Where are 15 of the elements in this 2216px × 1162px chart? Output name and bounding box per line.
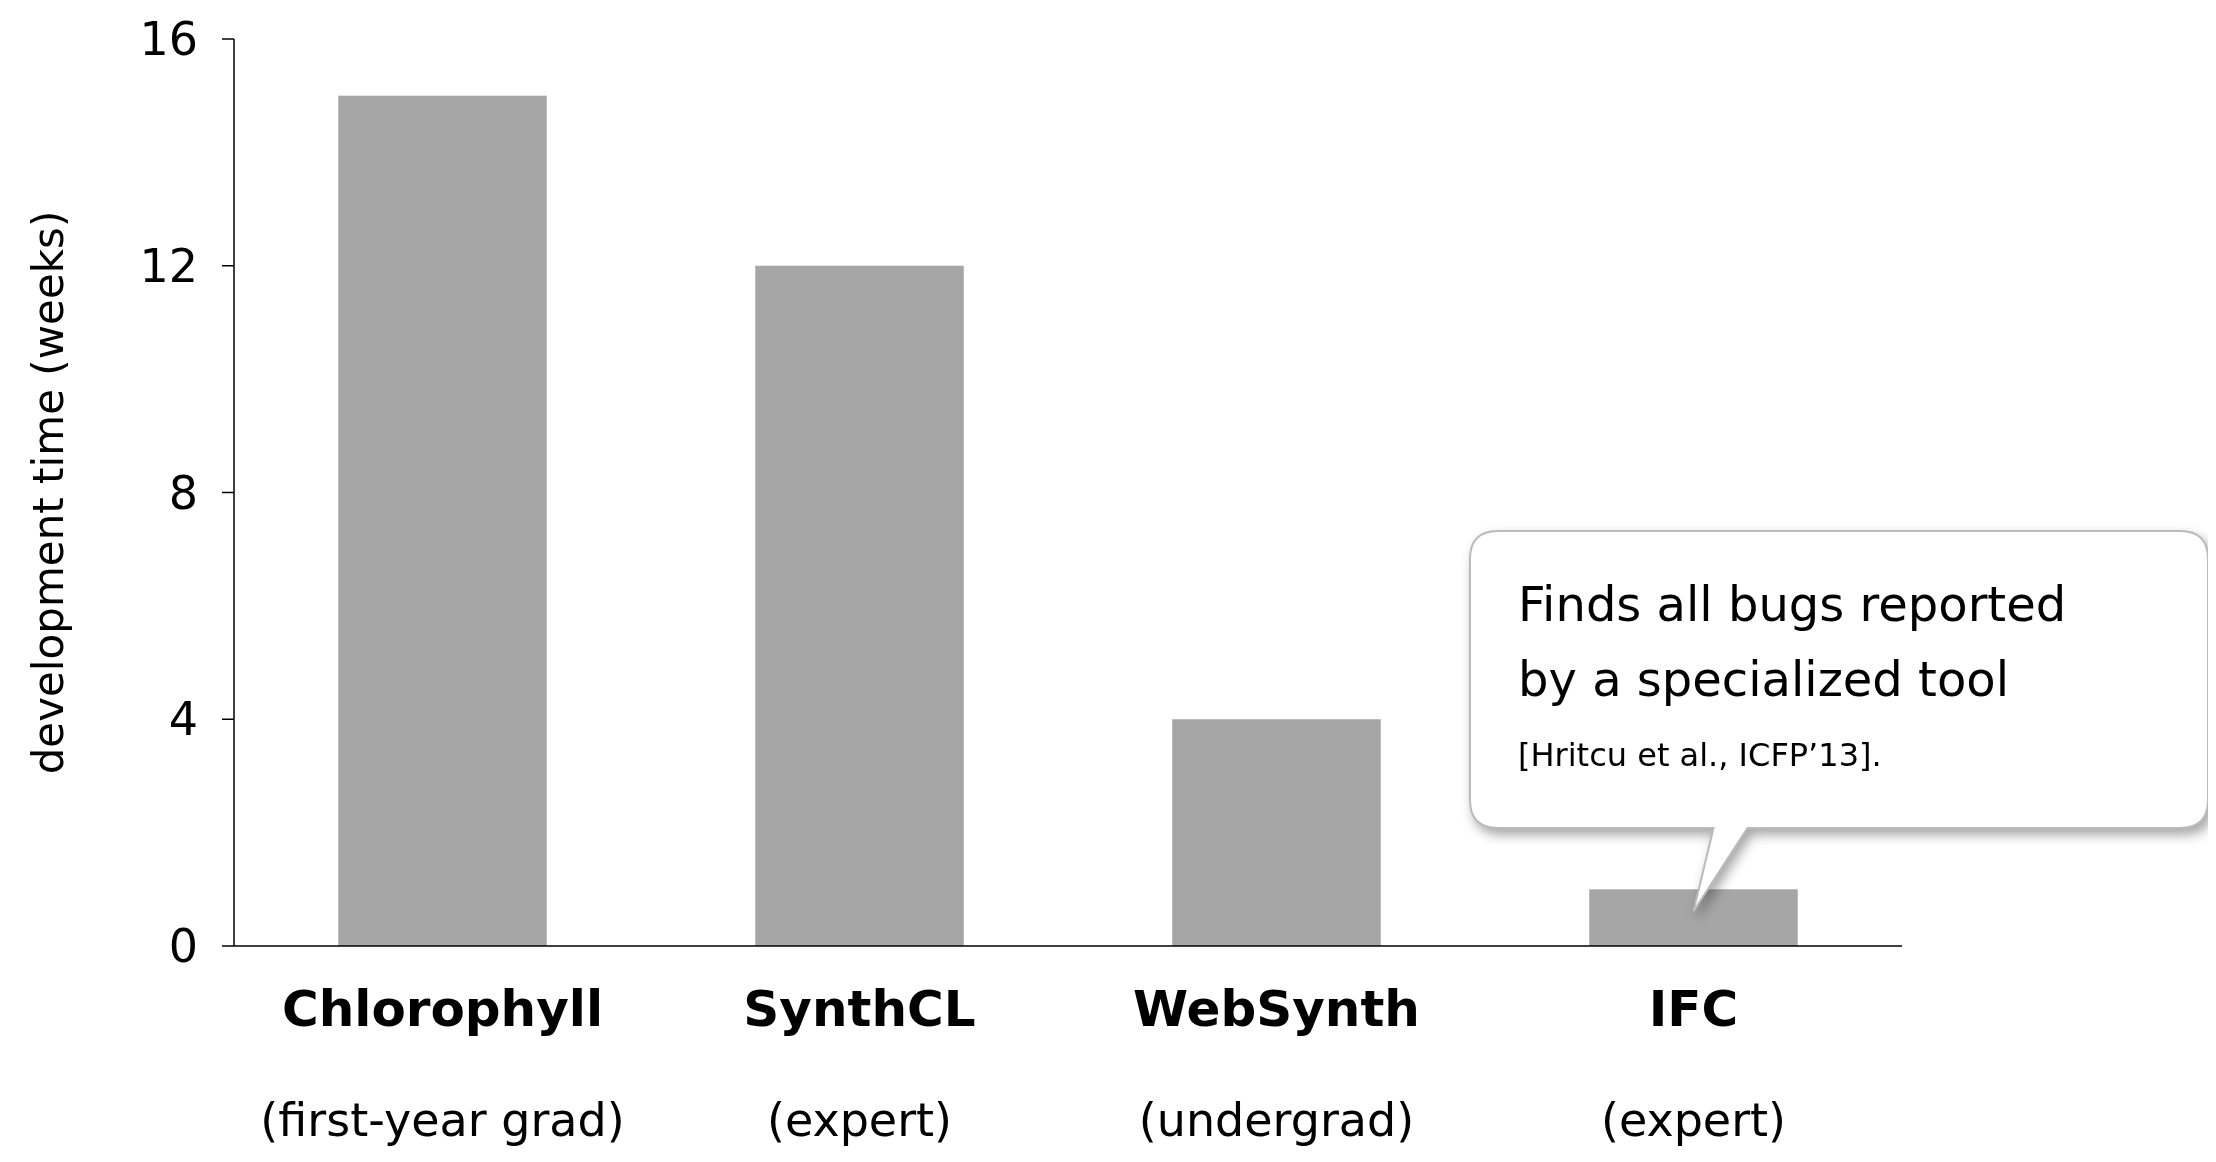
bar [1589,889,1798,946]
y-tick-label: 0 [168,919,198,974]
bar [1172,719,1381,946]
x-tick-label: SynthCL (expert) [743,980,976,1147]
x-tick-label: Chlorophyll (first-year grad) [260,980,625,1147]
bar [755,265,964,946]
y-axis-title: development time (weeks) [24,210,73,775]
y-tick-label: 16 [139,12,198,67]
y-tick-label: 8 [168,465,198,520]
y-tick-label: 12 [139,238,198,293]
bar [338,95,547,946]
x-tick-label: WebSynth (undergrad) [1133,980,1420,1147]
y-tick-label: 4 [168,692,198,747]
annotation: Finds all bugs reported by a specialized tool [Hritcu et al., ICFP’13]. [1518,576,2067,774]
x-tick-label: IFC (expert) [1600,980,1787,1147]
